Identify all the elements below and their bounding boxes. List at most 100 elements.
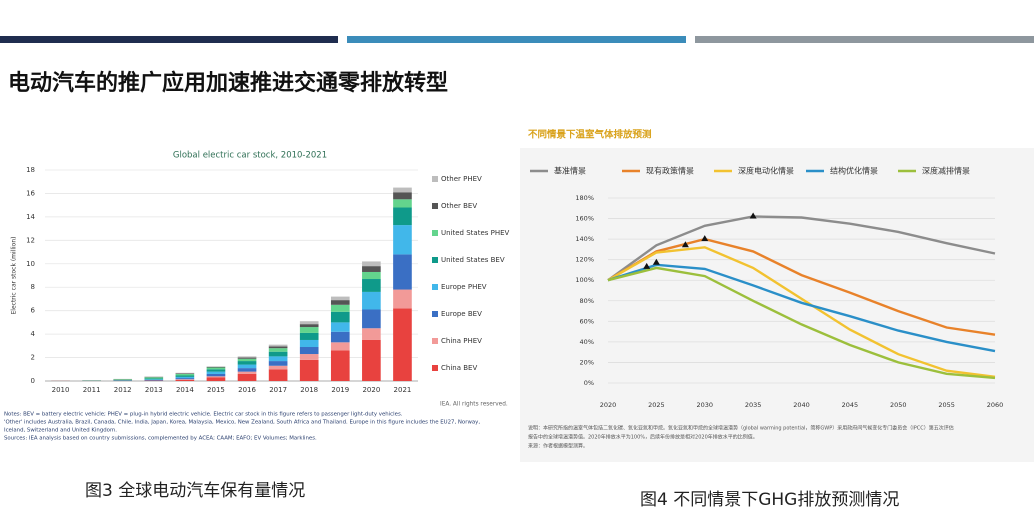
x-tick-label: 2040 bbox=[793, 401, 810, 409]
x-tick-label: 2018 bbox=[300, 386, 318, 394]
y-tick-label: 0% bbox=[584, 379, 594, 387]
bar-segment bbox=[299, 359, 319, 381]
x-tick-label: 2030 bbox=[696, 401, 713, 409]
bar-segment bbox=[237, 356, 257, 358]
legend-label: Other PHEV bbox=[441, 175, 482, 183]
legend-swatch bbox=[432, 203, 438, 209]
bar-segment bbox=[393, 225, 412, 255]
bar-segment bbox=[268, 346, 288, 349]
bar-segment bbox=[206, 373, 226, 377]
x-tick-label: 2019 bbox=[331, 386, 349, 394]
x-tick-label: 2050 bbox=[890, 401, 907, 409]
bar-segment bbox=[362, 271, 381, 280]
bar-segment bbox=[362, 291, 381, 310]
x-tick-label: 2055 bbox=[938, 401, 955, 409]
bar-segment bbox=[206, 369, 226, 372]
chart-panel bbox=[520, 148, 1034, 462]
bar-segment bbox=[144, 379, 164, 380]
y-tick-label: 6 bbox=[31, 307, 36, 315]
bar-segment bbox=[237, 357, 257, 359]
note: Iceland, Switzerland and United Kingdom. bbox=[4, 428, 117, 434]
bar-segment bbox=[175, 372, 195, 374]
legend-swatch bbox=[432, 257, 438, 263]
y-tick-label: 20% bbox=[580, 358, 594, 366]
x-tick-label: 2016 bbox=[238, 386, 256, 394]
legend-label: 深度减排情景 bbox=[922, 166, 970, 176]
bar-segment bbox=[299, 321, 319, 325]
bar-segment bbox=[175, 378, 195, 380]
line bbox=[607, 266, 996, 380]
bar-segment bbox=[299, 354, 319, 360]
bar-segment bbox=[393, 308, 412, 381]
x-tick-label: 2020 bbox=[362, 386, 380, 394]
legend-label: Other BEV bbox=[441, 202, 477, 210]
y-tick-label: 8 bbox=[31, 283, 35, 291]
legend-label: United States BEV bbox=[441, 256, 505, 264]
y-tick-label: 12 bbox=[26, 236, 35, 244]
credit: IEA. All rights reserved. bbox=[440, 402, 508, 408]
x-tick-label: 2014 bbox=[176, 386, 194, 394]
legend-label: 深度电动化情景 bbox=[738, 166, 794, 176]
y-tick-label: 16 bbox=[26, 189, 35, 197]
y-tick-label: 120% bbox=[575, 256, 594, 264]
bar-segment bbox=[175, 373, 195, 374]
bar-segment bbox=[362, 328, 381, 340]
chart-title: 不同情景下温室气体排放预测 bbox=[528, 129, 652, 141]
y-tick-label: 14 bbox=[26, 213, 35, 221]
bar-segment bbox=[175, 379, 195, 381]
x-tick-label: 2020 bbox=[600, 401, 617, 409]
y-tick-label: 100% bbox=[575, 276, 594, 284]
bar-segment bbox=[268, 369, 288, 381]
bar-segment bbox=[113, 379, 133, 380]
bar-segment bbox=[175, 375, 195, 377]
bar-segment bbox=[362, 309, 381, 329]
bar-segment bbox=[362, 261, 381, 267]
bar-segment bbox=[362, 279, 381, 292]
line bbox=[607, 246, 996, 378]
legend-swatch bbox=[432, 338, 438, 344]
note: 'Other' includes Australia, Brazil, Cana… bbox=[4, 420, 480, 426]
x-tick-label: 2060 bbox=[987, 401, 1004, 409]
x-tick-label: 2013 bbox=[145, 386, 163, 394]
y-axis-label: Electric car stock (million) bbox=[11, 237, 18, 315]
y-tick-label: 10 bbox=[26, 260, 35, 268]
top-bar bbox=[347, 36, 686, 43]
bar-segment bbox=[144, 378, 164, 380]
peak-marker bbox=[681, 241, 689, 248]
bar-segment bbox=[393, 254, 412, 290]
bar-segment bbox=[237, 364, 257, 369]
bar-segment bbox=[206, 366, 226, 368]
y-tick-label: 0 bbox=[31, 377, 35, 385]
note: Notes: BEV = battery electric vehicle; P… bbox=[4, 412, 403, 418]
bar-segment bbox=[299, 327, 319, 333]
y-tick-label: 180% bbox=[575, 194, 594, 202]
bar-segment bbox=[299, 347, 319, 355]
y-tick-label: 18 bbox=[26, 166, 35, 174]
y-tick-label: 60% bbox=[580, 317, 594, 325]
legend-swatch bbox=[432, 230, 438, 236]
bar-segment bbox=[237, 361, 257, 365]
note: Sources: IEA analysis based on country s… bbox=[4, 436, 317, 442]
bar-segment bbox=[330, 311, 350, 323]
bar-segment bbox=[299, 339, 319, 348]
bar-segment bbox=[206, 366, 226, 367]
legend-swatch bbox=[432, 284, 438, 290]
bar-segment bbox=[268, 365, 288, 370]
bar-segment bbox=[237, 371, 257, 374]
peak-marker bbox=[652, 258, 660, 265]
x-tick-label: 2025 bbox=[648, 401, 665, 409]
y-tick-label: 140% bbox=[575, 235, 594, 243]
bar-segment bbox=[144, 379, 164, 381]
x-tick-label: 2012 bbox=[114, 386, 132, 394]
y-tick-label: 2 bbox=[31, 354, 35, 362]
caption: 图4 不同情景下GHG排放预测情况 bbox=[640, 490, 899, 510]
bar-segment bbox=[175, 376, 195, 379]
bar-segment bbox=[330, 304, 350, 312]
bar-segment bbox=[206, 377, 226, 381]
bar-segment bbox=[393, 199, 412, 208]
note: 说明：本研究所指的温室气体包括二氧化碳、氧化亚氮和甲烷。氧化亚氮和甲烷的全球增温… bbox=[528, 425, 954, 432]
bar-segment bbox=[237, 358, 257, 362]
caption: 图3 全球电动汽车保有量情况 bbox=[85, 481, 305, 501]
top-bar bbox=[695, 36, 1034, 43]
y-tick-label: 4 bbox=[31, 330, 36, 338]
